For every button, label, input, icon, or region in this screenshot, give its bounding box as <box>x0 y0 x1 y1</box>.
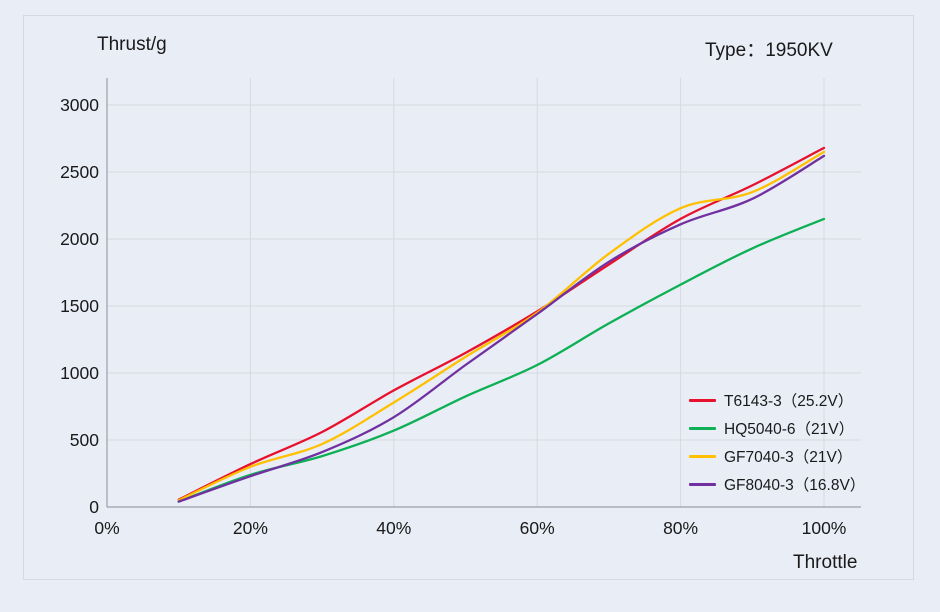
y-tick-label: 1000 <box>60 363 99 383</box>
y-tick-label: 2000 <box>60 229 99 249</box>
legend-label: GF8040-3（16.8V） <box>724 477 866 494</box>
y-tick-label: 2500 <box>60 162 99 182</box>
legend-line-swatch-yellow <box>689 454 716 458</box>
y-tick-label: 500 <box>70 430 99 450</box>
legend-item-t6143: T6143-3（25.2V） <box>689 386 909 414</box>
legend-line-swatch-green <box>689 426 716 430</box>
y-tick-label: 0 <box>89 497 99 517</box>
legend-line-swatch-red <box>689 398 716 402</box>
chart-title: Thrust/g <box>97 34 167 55</box>
legend-item-gf8040: GF8040-3（16.8V） <box>689 470 909 498</box>
motor-type-label: Type：1950KV <box>705 40 833 61</box>
x-tick-label: 60% <box>520 518 555 538</box>
y-tick-label: 1500 <box>60 296 99 316</box>
chart-card <box>23 15 914 580</box>
legend-label: HQ5040-6（21V） <box>724 421 855 438</box>
x-tick-label: 0% <box>94 518 119 538</box>
series-line-T6143-3 <box>177 146 826 501</box>
legend-item-hq5040: HQ5040-6（21V） <box>689 414 909 442</box>
legend-label: T6143-3（25.2V） <box>724 393 854 410</box>
y-tick-label: 3000 <box>60 95 99 115</box>
series-line-GF8040-3 <box>177 154 826 503</box>
legend-label: GF7040-3（21V） <box>724 449 853 466</box>
series-line-GF7040-3 <box>177 150 826 502</box>
legend-line-swatch-purple <box>689 482 716 486</box>
legend: T6143-3（25.2V） HQ5040-6（21V） GF7040-3（21… <box>689 386 909 498</box>
x-tick-label: 40% <box>376 518 411 538</box>
legend-item-gf7040: GF7040-3（21V） <box>689 442 909 470</box>
x-tick-label: 20% <box>233 518 268 538</box>
x-tick-label: 100% <box>802 518 847 538</box>
x-tick-label: 80% <box>663 518 698 538</box>
x-axis-title: Throttle <box>793 552 858 573</box>
